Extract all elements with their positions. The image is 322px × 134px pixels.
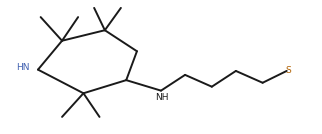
Text: HN: HN bbox=[16, 62, 30, 72]
Text: NH: NH bbox=[156, 93, 169, 102]
Text: S: S bbox=[285, 66, 291, 75]
